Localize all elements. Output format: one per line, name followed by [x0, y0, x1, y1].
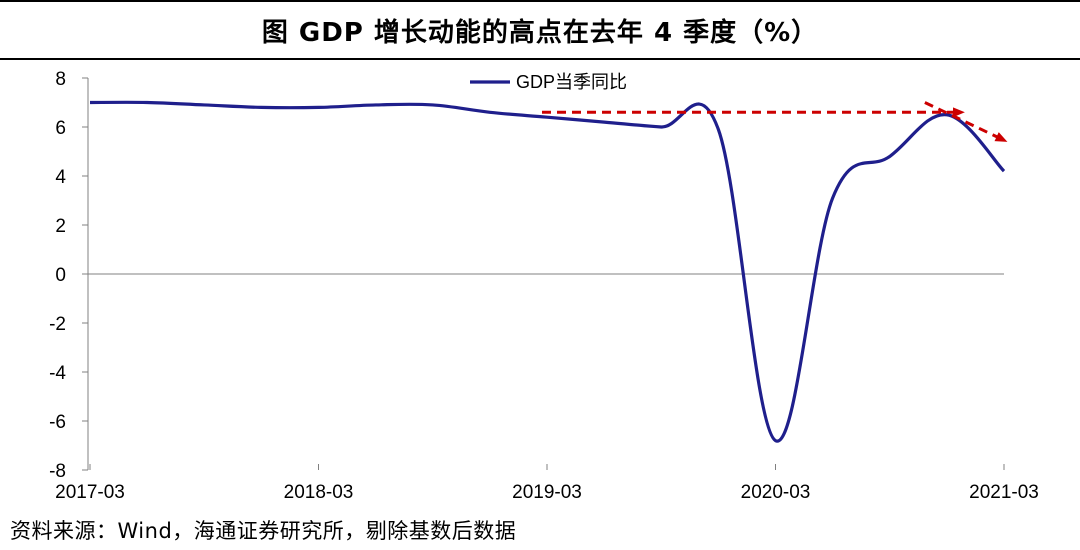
source-note: 资料来源：Wind，海通证券研究所，剔除基数后数据	[10, 519, 517, 543]
chart-title: 图 GDP 增长动能的高点在去年 4 季度（%）	[261, 17, 819, 48]
x-tick-label: 2017-03	[55, 482, 125, 503]
y-tick-label: 8	[55, 69, 66, 90]
y-tick-label: 6	[55, 118, 66, 139]
chart-title-bar: 图 GDP 增长动能的高点在去年 4 季度（%）	[0, 0, 1080, 60]
y-tick-label: 2	[55, 216, 66, 237]
x-tick-label: 2021-03	[969, 482, 1039, 503]
y-tick-label: -4	[49, 363, 66, 384]
series-line-gdp	[89, 100, 1006, 443]
x-tick-label: 2018-03	[284, 482, 354, 503]
y-tick-label: 0	[55, 265, 66, 286]
y-tick-label: -6	[49, 412, 66, 433]
y-tick-label: -8	[49, 461, 66, 482]
x-tick-label: 2020-03	[741, 482, 811, 503]
trend-arrow-down	[924, 101, 1008, 142]
legend-label: GDP当季同比	[516, 72, 627, 92]
gdp-line-chart: -8 -6 -4 -2 0 2 4 6 8 2017-03 2018-03 2019-03 2020-0…	[49, 69, 1039, 503]
y-tick-label: 4	[55, 167, 66, 188]
x-tick-label: 2019-03	[512, 482, 582, 503]
y-tick-label: -2	[49, 314, 66, 335]
